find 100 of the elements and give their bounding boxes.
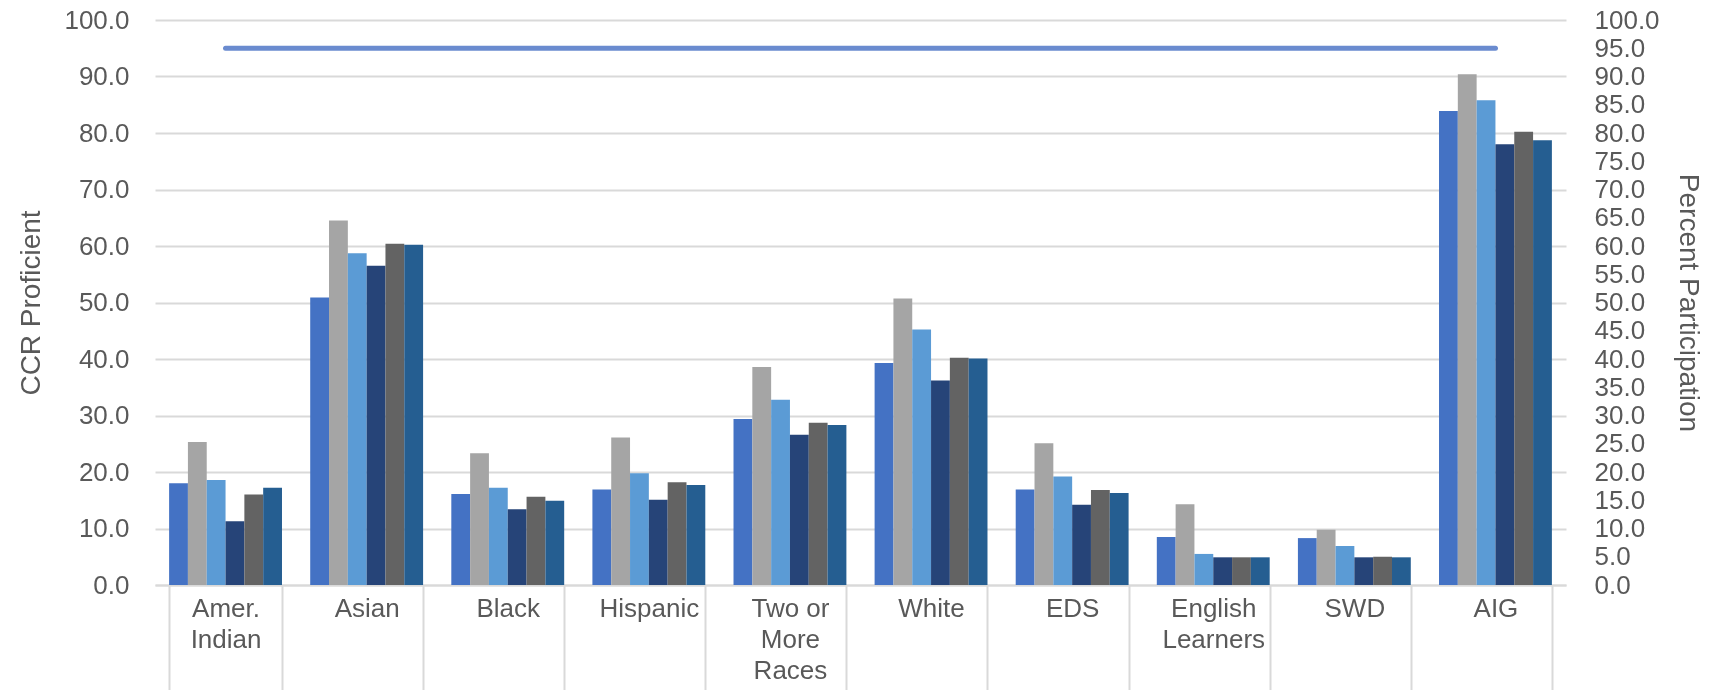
bar [1156,536,1176,585]
y2-tick-label: 85.0 [1594,89,1646,120]
bar [968,358,988,585]
x-tick-label: Black [476,592,542,623]
x-tick-label: Hispanic [599,592,700,623]
bar [1072,504,1091,585]
bar [1250,557,1270,585]
bar [808,422,828,585]
y2-tick-label: 25.0 [1594,428,1646,459]
y2-tick-label: 70.0 [1594,174,1646,204]
bar [545,500,565,585]
bar [893,298,913,585]
y2-tick-label: 10.0 [1594,513,1646,543]
x-tick-label: SWD [1324,592,1386,623]
bar [931,380,950,585]
bar [771,399,790,585]
y2-tick-label: 100.0 [1594,4,1660,35]
y2-tick-label: 15.0 [1594,484,1646,515]
bar [611,437,631,585]
x-tick-label: AIG [1473,592,1519,623]
y2-tick-label: 0.0 [1594,569,1631,600]
bar [1335,546,1355,585]
y2-tick-label: 20.0 [1594,456,1646,487]
bar [526,496,546,585]
x-tick-label: White [898,592,965,623]
y2-tick-label: 65.0 [1594,202,1646,233]
bar [1015,489,1035,585]
bar [1373,556,1392,585]
y2-tick-label: 55.0 [1594,258,1646,289]
bar [329,220,348,585]
bar [310,297,330,585]
y-tick-label: 90.0 [78,61,130,91]
y-axis-title: CCR Proficient [15,210,47,396]
y2-tick-label: 60.0 [1594,230,1646,261]
y-tick-label: 10.0 [78,513,130,543]
y-tick-label: 20.0 [78,456,130,487]
bar [507,509,527,585]
y2-tick-label: 5.0 [1594,541,1631,572]
x-tick-label: EDS [1045,592,1100,623]
bar [263,487,282,585]
bar [1476,100,1496,585]
bar [1053,476,1073,585]
bar [949,357,969,585]
y-tick-label: 0.0 [93,569,130,600]
bar [1232,557,1251,585]
bar [912,329,932,585]
bar [1533,140,1552,585]
bar [1354,557,1374,585]
bar [1495,144,1515,585]
y2-tick-label: 35.0 [1594,371,1646,402]
bar [1391,557,1411,585]
y2-tick-label: 95.0 [1594,32,1646,63]
bar [686,484,706,585]
y-tick-label: 40.0 [78,343,130,374]
bar [752,366,772,585]
bar [827,425,847,585]
y2-tick-label: 80.0 [1594,117,1646,148]
bar [1297,538,1317,585]
bar [488,487,508,585]
bar [1109,492,1129,585]
y-tick-label: 60.0 [78,230,130,261]
y2-tick-label: 40.0 [1594,343,1646,374]
bar [1213,557,1233,585]
bar [1090,490,1110,585]
y-tick-label: 50.0 [78,287,130,317]
x-tick-label: Two or More Races [751,592,830,685]
bar [470,453,489,585]
y2-tick-label: 75.0 [1594,145,1646,176]
bar [244,494,264,585]
bar [169,483,188,585]
bar [733,418,753,585]
y2-tick-label: 90.0 [1594,61,1646,91]
bar [225,521,245,585]
bar [451,494,471,585]
bar [1457,74,1477,585]
y2-axis-title: Percent Participation [1673,173,1705,433]
bar [1034,443,1054,585]
bar [1316,529,1336,585]
bar [187,442,207,585]
bar [1514,131,1534,585]
x-tick-label: Amer. Indian [190,592,262,654]
y2-tick-label: 45.0 [1594,315,1646,346]
y2-tick-label: 50.0 [1594,287,1646,317]
bar [667,482,687,585]
y2-tick-label: 30.0 [1594,400,1646,430]
bar [1194,553,1214,585]
bar [874,362,894,585]
y-tick-label: 30.0 [78,400,130,430]
bar [366,265,386,585]
x-tick-label: English Learners [1162,592,1266,654]
bar [1175,504,1195,585]
bar [592,489,612,585]
bar [648,499,668,585]
bar [630,473,649,585]
y-tick-label: 70.0 [78,174,130,204]
y-tick-label: 80.0 [78,117,130,148]
bar [347,253,367,585]
bar [1439,110,1458,585]
bar [206,479,226,585]
y-tick-label: 100.0 [64,4,130,35]
